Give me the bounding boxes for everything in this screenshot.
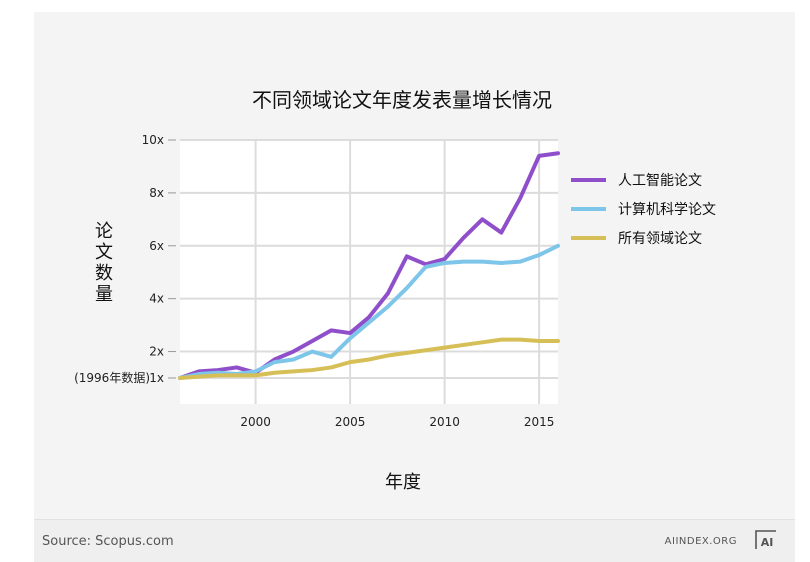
legend-label: 计算机科学论文 <box>618 202 716 218</box>
x-tick-label: 2000 <box>240 415 271 429</box>
logo-text: AI <box>761 536 774 549</box>
series-line-人工智能论文 <box>178 151 560 380</box>
legend-label: 所有领域论文 <box>618 231 702 247</box>
y-tick-label: 8x <box>149 186 164 200</box>
y-axis: 1x 2x 4x 6x 8x 10x (1996年数据) <box>74 133 176 385</box>
series-lines <box>178 151 560 380</box>
brand-link[interactable]: AIINDEX.ORG <box>664 536 737 547</box>
line-chart: 不同领域论文年度发表量增长情况 1x 2x 4x 6x 8x 10x (1996年数据) 2… <box>74 88 716 493</box>
series-line-所有领域论文 <box>178 337 560 380</box>
chart-title: 不同领域论文年度发表量增长情况 <box>252 88 552 112</box>
footer: Source: Scopus.com AIINDEX.ORG AI <box>34 519 795 562</box>
y-tick-label: 4x <box>149 292 164 306</box>
y-axis-label-char: 文 <box>95 242 113 263</box>
ai-index-logo: AI <box>755 530 776 549</box>
y-axis-label-char: 量 <box>95 284 113 305</box>
plot-area <box>180 140 558 404</box>
y-axis-label-char: 论 <box>95 221 113 242</box>
y-tick-label: 1x <box>149 371 164 385</box>
x-axis: 2000 2005 2010 2015 <box>240 415 554 429</box>
source-text: Source: Scopus.com <box>42 534 174 549</box>
series-line-计算机科学论文 <box>178 243 560 380</box>
x-tick-label: 2015 <box>524 415 555 429</box>
grid <box>180 139 558 404</box>
y-tick-label: 2x <box>149 345 164 359</box>
y-tick-label: 6x <box>149 239 164 253</box>
legend-label: 人工智能论文 <box>618 173 702 189</box>
chart-card: 不同领域论文年度发表量增长情况 1x 2x 4x 6x 8x 10x (1996年数据) 2… <box>34 12 795 519</box>
x-tick-label: 2005 <box>335 415 366 429</box>
baseline-note: (1996年数据) <box>74 370 150 385</box>
y-axis-label-char: 数 <box>95 263 113 284</box>
y-tick-label: 10x <box>142 133 164 147</box>
x-tick-label: 2010 <box>429 415 460 429</box>
x-axis-label: 年度 <box>385 472 421 493</box>
